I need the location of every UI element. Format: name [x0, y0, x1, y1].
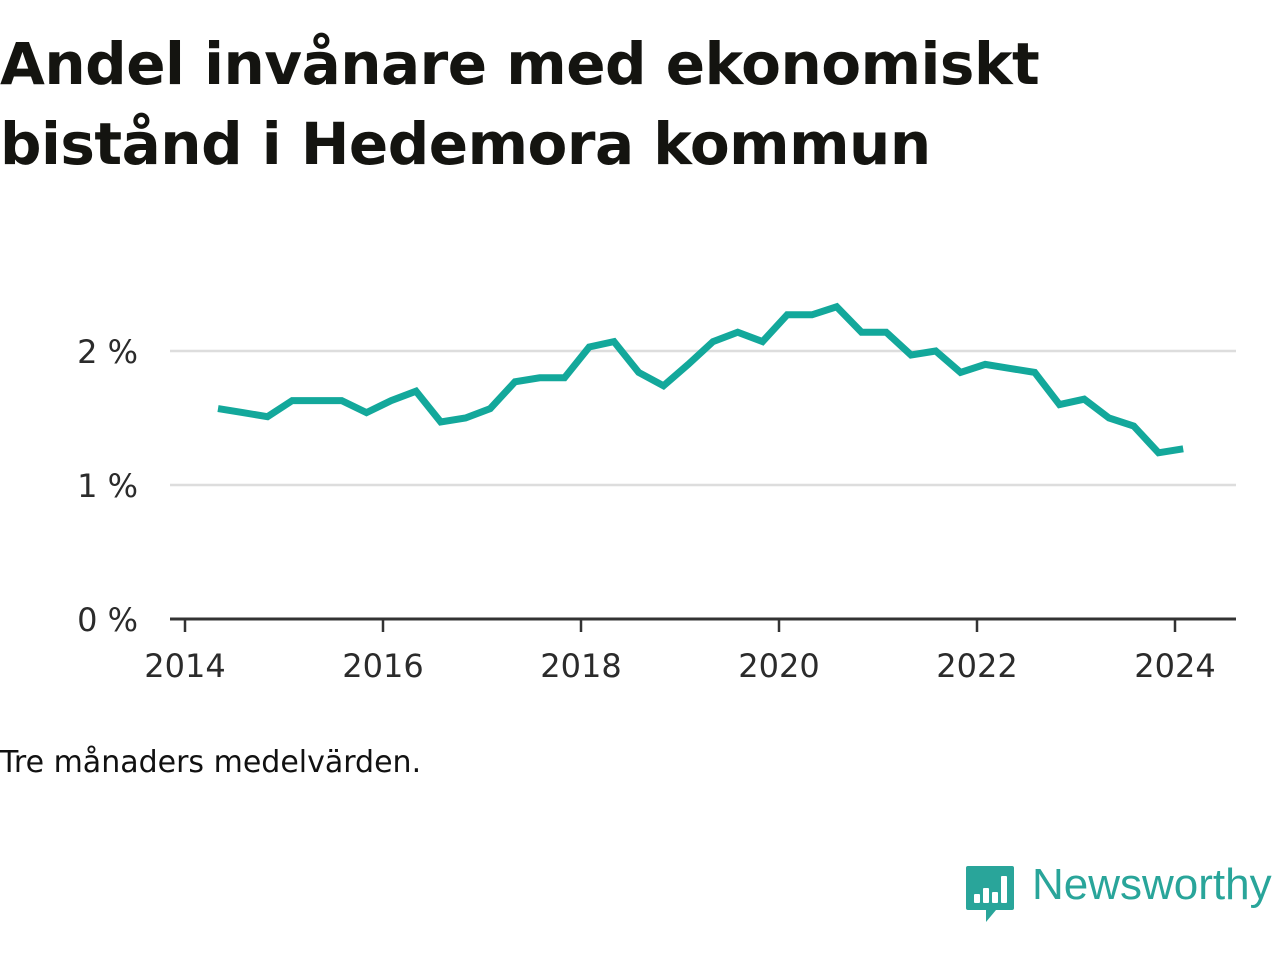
y-tick-label: 2 %	[77, 333, 138, 371]
y-tick-label: 0 %	[77, 601, 138, 639]
newsworthy-logo-icon	[966, 866, 1014, 922]
chart-title: Andel invånare med ekonomiskt bistånd i …	[0, 30, 1040, 178]
x-tick-label: 2024	[1134, 647, 1215, 685]
brand-logo: Newsworthy	[964, 860, 1272, 928]
x-tick-label: 2018	[540, 647, 621, 685]
x-tick-label: 2020	[738, 647, 819, 685]
x-tick-label: 2022	[936, 647, 1017, 685]
brand-name: Newsworthy	[1032, 860, 1272, 909]
x-tick-label: 2016	[342, 647, 423, 685]
chart-note: Tre månaders medelvärden.	[0, 745, 422, 780]
series-line	[217, 302, 1184, 457]
y-tick-label: 1 %	[77, 467, 138, 505]
x-tick-label: 2014	[144, 647, 225, 685]
